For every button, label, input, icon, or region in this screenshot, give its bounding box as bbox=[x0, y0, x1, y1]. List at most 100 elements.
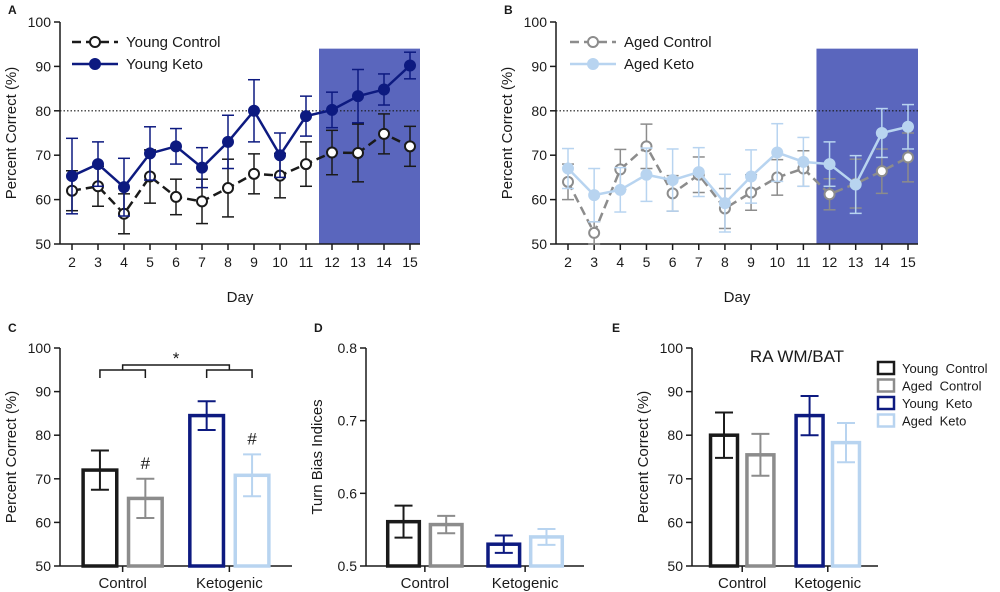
data-point bbox=[378, 83, 390, 96]
category-label: Control bbox=[401, 575, 449, 592]
legend-item: Young Control bbox=[72, 34, 221, 51]
x-tick-label: 11 bbox=[299, 254, 314, 270]
legend-label: Young Control bbox=[902, 361, 988, 376]
y-tick-label: 60 bbox=[35, 514, 51, 530]
bar-young_control bbox=[708, 411, 740, 568]
x-tick-label: 9 bbox=[250, 254, 258, 270]
panel-b: B 50 60 70 80 90 100 Percent Correct (%) 2 3 4 5 6 7 8… bbox=[499, 3, 918, 306]
data-point bbox=[326, 146, 338, 159]
data-point bbox=[745, 170, 758, 183]
y-tick-label: 90 bbox=[35, 58, 51, 74]
y-tick-label: 50 bbox=[667, 558, 683, 574]
data-point bbox=[640, 168, 653, 181]
data-point bbox=[588, 226, 601, 239]
y-tick-label: 100 bbox=[28, 14, 52, 30]
x-tick-label: 10 bbox=[769, 254, 785, 270]
significance-bracket: * bbox=[99, 349, 253, 378]
x-tick-label: 10 bbox=[272, 254, 288, 270]
bar-young_keto bbox=[794, 394, 825, 568]
y-axis-label: Percent Correct (%) bbox=[635, 391, 652, 524]
x-tick-label: 13 bbox=[350, 254, 366, 270]
category-label: Control bbox=[718, 575, 766, 592]
y-tick-label: 50 bbox=[35, 558, 51, 574]
x-tick-label: 15 bbox=[402, 254, 418, 270]
y-axis-label: Percent Correct (%) bbox=[3, 391, 20, 524]
x-tick-label: 4 bbox=[120, 254, 128, 270]
data-point bbox=[666, 174, 679, 187]
bar-young_keto bbox=[486, 534, 522, 568]
y-tick-label: 100 bbox=[660, 340, 684, 356]
panel-letter: C bbox=[8, 321, 17, 335]
data-point bbox=[614, 183, 627, 196]
data-point bbox=[222, 182, 234, 195]
panel-letter: D bbox=[314, 321, 323, 335]
x-tick-label: 5 bbox=[146, 254, 154, 270]
data-point bbox=[248, 167, 260, 180]
x-tick-label: 2 bbox=[68, 254, 76, 270]
x-axis-label: Day bbox=[724, 289, 751, 306]
bar-aged_control bbox=[428, 514, 464, 568]
y-tick-label: 70 bbox=[35, 471, 51, 487]
data-point bbox=[902, 151, 914, 164]
data-point bbox=[92, 158, 104, 171]
data-point bbox=[170, 140, 182, 153]
legend-marker bbox=[587, 36, 599, 48]
y-tick-label: 80 bbox=[531, 103, 547, 119]
data-point bbox=[797, 155, 810, 168]
legend-marker bbox=[587, 58, 599, 70]
y-tick-label: 100 bbox=[28, 340, 52, 356]
x-tick-label: 6 bbox=[172, 254, 180, 270]
legend-item: Aged Control bbox=[876, 378, 982, 394]
x-tick-label: 3 bbox=[94, 254, 102, 270]
panel-letter: E bbox=[612, 321, 620, 335]
legend-marker bbox=[89, 36, 101, 48]
y-tick-label: 0.5 bbox=[338, 558, 358, 574]
series-line bbox=[71, 132, 411, 216]
data-point bbox=[404, 59, 416, 72]
data-point bbox=[875, 127, 888, 139]
legend-item: Young Keto bbox=[876, 395, 972, 411]
bracket-left bbox=[99, 369, 147, 378]
x-tick-label: 14 bbox=[874, 254, 890, 270]
data-point bbox=[692, 166, 705, 179]
chart-title: RA WM/BAT bbox=[750, 347, 844, 366]
x-tick-label: 6 bbox=[669, 254, 677, 270]
legend-item: Aged Control bbox=[570, 34, 712, 51]
legend-label: Aged Keto bbox=[902, 414, 966, 429]
panel-d: D 0.5 0.6 0.7 0.8 Turn Bias Indices Control Ket… bbox=[309, 321, 584, 592]
x-tick-label: 4 bbox=[616, 254, 624, 270]
panel-letter: A bbox=[8, 3, 17, 17]
y-tick-label: 60 bbox=[531, 192, 547, 208]
data-point bbox=[326, 103, 338, 116]
data-point bbox=[352, 90, 364, 103]
y-tick-label: 70 bbox=[667, 471, 683, 487]
legend-swatch bbox=[876, 378, 896, 393]
x-tick-label: 15 bbox=[900, 254, 916, 270]
data-point bbox=[196, 161, 208, 174]
y-tick-label: 0.6 bbox=[338, 485, 358, 501]
legend-item: Young Keto bbox=[72, 56, 203, 73]
legend-swatch bbox=[876, 360, 896, 376]
data-point bbox=[300, 158, 312, 171]
bar bbox=[794, 413, 825, 568]
category-label: Ketogenic bbox=[492, 575, 559, 592]
data-point bbox=[248, 104, 260, 117]
x-tick-label: 7 bbox=[695, 254, 703, 270]
data-point bbox=[588, 189, 601, 202]
bar-young_control bbox=[81, 449, 119, 568]
bar-aged_keto bbox=[528, 527, 565, 568]
data-point bbox=[875, 165, 888, 178]
significance-star: * bbox=[173, 349, 180, 368]
bracket-right bbox=[205, 369, 253, 378]
data-point bbox=[222, 135, 234, 148]
data-point bbox=[849, 178, 862, 191]
y-tick-label: 0.7 bbox=[338, 413, 358, 429]
y-axis-label: Percent Correct (%) bbox=[3, 67, 20, 200]
data-point bbox=[378, 127, 390, 140]
data-point bbox=[196, 195, 208, 208]
bar-aged_control bbox=[126, 477, 164, 568]
data-point bbox=[300, 110, 312, 123]
y-tick-label: 80 bbox=[35, 427, 51, 443]
panel-letter: B bbox=[504, 3, 513, 17]
